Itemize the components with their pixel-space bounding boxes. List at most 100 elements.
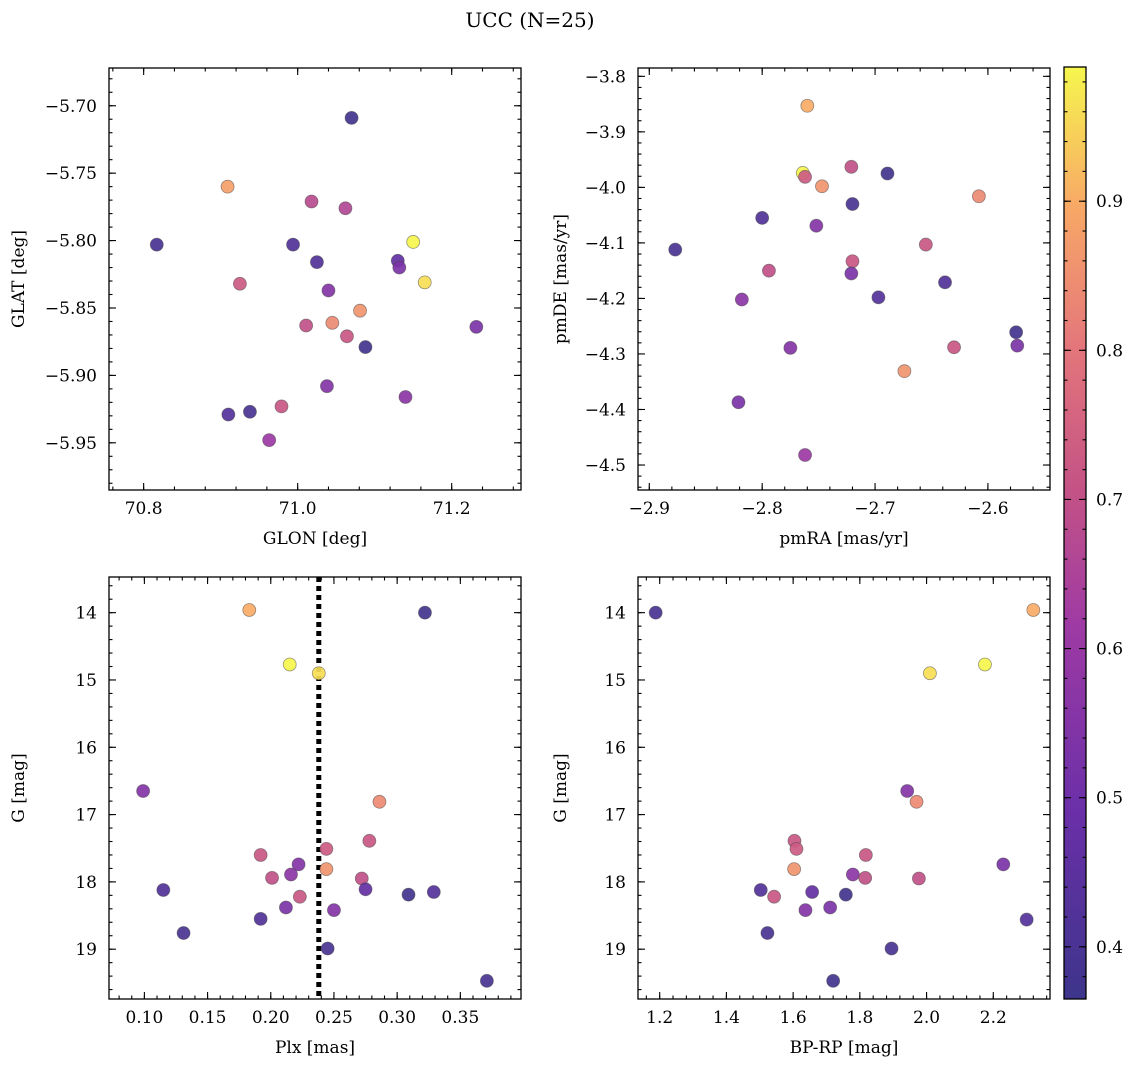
data-point: [284, 867, 298, 882]
data-point: [233, 276, 247, 291]
scatter-points: [668, 98, 1025, 462]
data-point: [176, 926, 191, 940]
data-point: [648, 605, 663, 620]
subplot-3: 0.10 0.15 0.20 0.25 0.30 0.35 14 15 16 17 18 19 Plx …: [9, 576, 522, 1058]
data-point: [320, 941, 335, 956]
data-point: [274, 399, 289, 414]
y-tick-label: 15: [75, 671, 97, 691]
data-point: [844, 266, 859, 281]
data-point: [136, 784, 151, 798]
data-point: [292, 889, 307, 904]
x-axis-label: pmRA [mas/yr]: [779, 529, 908, 549]
data-point: [310, 255, 324, 270]
data-point: [978, 657, 992, 672]
data-point: [372, 794, 387, 809]
data-point: [823, 900, 838, 915]
data-point: [1026, 603, 1041, 617]
y-tick-label: −4.5: [585, 456, 626, 476]
data-point: [338, 201, 353, 216]
data-point: [753, 883, 768, 897]
axes-frame: [108, 67, 522, 491]
y-tick-label: −4.4: [585, 400, 626, 420]
x-tick-label: 2.0: [913, 1008, 940, 1028]
y-tick-label: 16: [75, 738, 97, 758]
data-point: [319, 862, 334, 877]
x-tick-label: 1.6: [780, 1008, 807, 1028]
data-point: [668, 242, 683, 257]
data-point: [731, 395, 746, 410]
subplot-4: 1.2 1.4 1.6 1.8 2.0 2.2 14 15 16 17 18 19 BP-RP [mag…: [551, 576, 1051, 1058]
data-point: [319, 842, 334, 856]
colorbar-tick-label: 0.4: [1096, 938, 1123, 958]
data-point: [279, 900, 293, 915]
data-point: [947, 340, 961, 355]
data-point: [1019, 912, 1034, 927]
scatter-points: [149, 110, 484, 448]
data-point: [809, 218, 824, 233]
data-point: [918, 237, 933, 252]
data-point: [900, 784, 915, 798]
colorbar-tick-label: 0.8: [1096, 341, 1123, 361]
y-tick-label: −3.9: [585, 123, 626, 143]
data-point: [844, 159, 859, 174]
y-tick-label: 19: [604, 940, 626, 960]
data-point: [325, 315, 340, 330]
data-point: [787, 862, 802, 877]
y-tick-label: −5.75: [45, 164, 97, 184]
data-point: [362, 833, 377, 848]
data-point: [253, 848, 268, 862]
data-point: [327, 903, 341, 918]
subplot-1: 70.8 71.0 71.2 −5.70 −5.75 −5.80 −5.85 −5.90 −5.…: [9, 67, 522, 549]
data-point: [340, 329, 354, 344]
y-tick-label: −5.90: [45, 366, 97, 386]
data-point: [755, 211, 770, 225]
data-point: [734, 292, 749, 307]
minor-ticks: [109, 577, 521, 999]
data-point: [418, 605, 432, 620]
data-point: [242, 603, 257, 617]
data-point: [909, 794, 924, 809]
y-axis-label: pmDE [mas/yr]: [551, 214, 571, 344]
axes-frame: [637, 576, 1051, 1000]
x-tick-label: 0.30: [378, 1008, 416, 1028]
data-point: [923, 666, 937, 681]
data-point: [767, 889, 782, 904]
data-point: [880, 166, 895, 181]
colorbar-ticks: 0.4 0.5 0.6 0.7 0.8 0.9: [1064, 81, 1123, 978]
x-tick-label: 70.8: [125, 499, 163, 519]
minor-ticks: [109, 68, 521, 490]
colorbar-gradient: [1064, 67, 1086, 999]
minor-ticks: [638, 577, 1050, 999]
data-point: [826, 973, 841, 988]
subplot-2: −2.9 −2.8 −2.7 −2.6 −3.8 −3.9 −4.0 −4.1 −4.2 −4.3…: [551, 67, 1051, 549]
axes-frame: [637, 67, 1051, 491]
data-point: [798, 169, 812, 184]
data-point: [358, 340, 373, 354]
data-point: [938, 275, 952, 290]
y-axis-label: G [mag]: [551, 753, 571, 822]
axes-frame: [108, 576, 522, 1000]
colorbar-tick-label: 0.9: [1096, 192, 1123, 212]
data-point: [996, 857, 1011, 872]
y-tick-label: 14: [75, 604, 97, 624]
x-tick-label: −2.7: [854, 499, 895, 519]
y-tick-label: 14: [604, 604, 626, 624]
colorbar-frame: [1063, 66, 1087, 1000]
data-point: [149, 237, 164, 252]
data-point: [1010, 338, 1025, 353]
x-tick-label: 0.10: [125, 1008, 163, 1028]
data-point: [282, 657, 297, 672]
y-tick-label: 16: [604, 738, 626, 758]
data-point: [398, 390, 413, 404]
x-tick-label: 1.8: [846, 1008, 873, 1028]
data-point: [897, 364, 912, 379]
data-point: [286, 237, 300, 252]
data-point: [469, 319, 484, 334]
data-point: [971, 189, 986, 204]
data-point: [845, 254, 860, 269]
y-tick-label: 18: [75, 873, 97, 893]
y-tick-label: −3.8: [585, 67, 626, 87]
colorbar-tick-label: 0.5: [1096, 789, 1123, 809]
data-point: [344, 110, 359, 125]
